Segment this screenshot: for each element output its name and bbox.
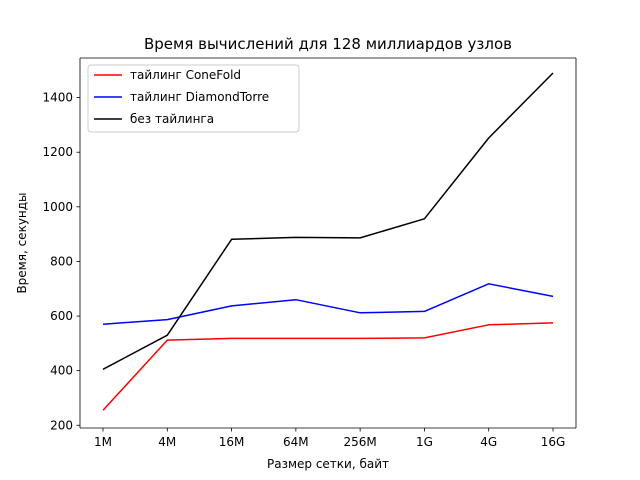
x-tick-label: 64M — [283, 435, 309, 449]
y-axis-label: Время, секунды — [15, 192, 29, 293]
legend-box — [87, 64, 300, 133]
y-tick-label: 1400 — [42, 91, 73, 105]
chart-title: Время вычислений для 128 миллиардов узло… — [144, 35, 512, 53]
x-tick-label: 256M — [344, 435, 377, 449]
legend-label-1: тайлинг ConeFold — [130, 68, 241, 82]
x-tick-label: 4G — [480, 435, 497, 449]
x-tick-label: 16M — [219, 435, 245, 449]
x-tick-label: 1M — [94, 435, 112, 449]
y-tick-label: 400 — [50, 364, 73, 378]
series-line-2 — [102, 283, 554, 325]
x-tick-label: 4M — [158, 435, 176, 449]
y-axis-ticks: 200 400 600 800 1000 1200 1400 — [42, 91, 80, 432]
y-tick-label: 800 — [50, 254, 73, 268]
series-layer — [102, 72, 554, 411]
x-axis-label: Размер сетки, байт — [267, 457, 389, 471]
y-tick-label: 200 — [50, 418, 73, 432]
axes-frame — [79, 57, 577, 429]
legend: тайлинг ConeFold тайлинг DiamondTorre без … — [87, 64, 300, 133]
x-tick-label: 16G — [541, 435, 566, 449]
y-tick-label: 600 — [50, 309, 73, 323]
legend-label-2: тайлинг DiamondTorre — [130, 90, 269, 104]
y-tick-label: 1000 — [42, 200, 73, 214]
legend-items: тайлинг ConeFold тайлинг DiamondTorre без … — [94, 68, 269, 126]
y-tick-label: 1200 — [42, 145, 73, 159]
x-axis-ticks: 1M 4M 16M 64M 256M 1G 4G 16G — [94, 428, 565, 449]
series-line-3 — [102, 72, 554, 370]
legend-label-3: без тайлинга — [130, 112, 214, 126]
x-tick-label: 1G — [416, 435, 433, 449]
series-line-1 — [102, 322, 554, 411]
